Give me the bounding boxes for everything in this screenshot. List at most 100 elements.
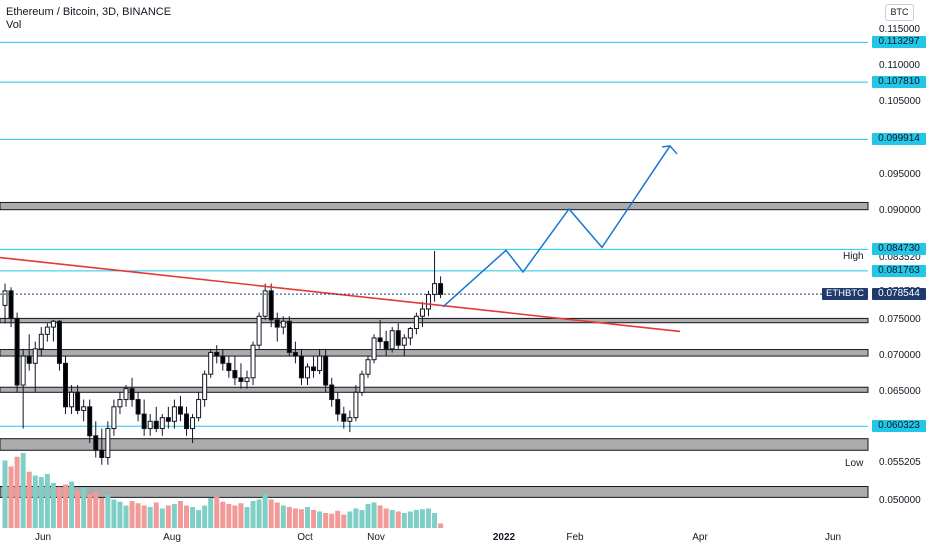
candle-body xyxy=(93,435,99,451)
candle-body xyxy=(165,417,171,422)
candle-body xyxy=(129,388,135,401)
candle-body xyxy=(214,351,220,357)
volume-bar xyxy=(117,501,123,528)
horizontal-levels xyxy=(0,41,868,427)
candle-body xyxy=(438,283,444,295)
volume-bar xyxy=(202,505,208,528)
volume-bar xyxy=(438,523,444,528)
candle-body xyxy=(105,428,111,459)
candle-body xyxy=(141,413,147,430)
candle-body xyxy=(99,449,105,459)
symbol-title[interactable]: Ethereum / Bitcoin, 3D, BINANCE xyxy=(6,6,172,18)
candle-body xyxy=(63,362,68,408)
volume-bar xyxy=(244,507,250,528)
volume-bar xyxy=(238,503,244,528)
candle-body xyxy=(347,417,353,422)
volume-bar xyxy=(426,508,431,528)
time-tick-label: 2022 xyxy=(492,532,516,543)
volume-bar xyxy=(268,499,274,528)
zone-rect xyxy=(0,438,869,451)
volume-bar xyxy=(407,511,413,528)
level-price-tag: 0.107810 xyxy=(872,76,926,88)
price-tick-label: 0.055205 xyxy=(879,457,921,468)
projection-arrow-head xyxy=(661,145,678,155)
volume-bar xyxy=(135,503,141,528)
currency-button[interactable]: BTC xyxy=(885,4,914,21)
volume-bar xyxy=(147,507,153,528)
zone-rect xyxy=(0,486,869,498)
volume-bar xyxy=(274,502,280,528)
volume-bar xyxy=(432,513,438,528)
time-tick-label: Oct xyxy=(297,532,313,543)
candle-body xyxy=(123,388,129,401)
candle-body xyxy=(75,391,81,411)
candle-body xyxy=(8,290,14,319)
volume-bar xyxy=(305,507,310,528)
time-tick-label: Apr xyxy=(692,532,708,543)
candle-body xyxy=(69,391,75,408)
candle-body xyxy=(419,308,425,317)
volume-bar xyxy=(323,513,329,528)
price-tick-label: 0.075000 xyxy=(879,314,921,325)
volume-bar xyxy=(99,498,105,528)
candle-body xyxy=(44,326,50,335)
zone-rect xyxy=(0,386,869,393)
candle-body xyxy=(159,417,165,430)
volume-bar xyxy=(75,490,81,528)
volume-histogram xyxy=(2,453,444,528)
volume-bar xyxy=(63,484,68,528)
volume-bar xyxy=(311,510,317,528)
volume-bar xyxy=(129,501,135,528)
candle-body xyxy=(117,399,123,408)
candle-body xyxy=(38,333,44,350)
candle-body xyxy=(353,391,359,419)
volume-bar xyxy=(165,505,171,528)
volume-bar xyxy=(383,508,389,528)
volume-bar xyxy=(123,505,129,528)
current-symbol-tag: ETHBTC xyxy=(822,288,868,300)
candle-body xyxy=(383,341,389,350)
candle-body xyxy=(286,320,292,353)
candle-body xyxy=(220,355,226,364)
volume-bar xyxy=(220,501,226,528)
price-tick-label: 0.070000 xyxy=(879,350,921,361)
zone-rect xyxy=(0,201,869,211)
volume-bar xyxy=(2,460,8,528)
volume-indicator-label[interactable]: Vol xyxy=(6,19,22,31)
price-tick-label: 0.065000 xyxy=(879,386,921,397)
candlesticks xyxy=(2,251,444,465)
level-price-tag: 0.113297 xyxy=(872,36,926,48)
volume-bar xyxy=(401,513,407,528)
volume-bar xyxy=(329,513,335,528)
level-price-tag: 0.084730 xyxy=(872,243,926,255)
price-tick-label: 0.090000 xyxy=(879,205,921,216)
candle-body xyxy=(56,320,62,364)
volume-bar xyxy=(196,510,202,528)
volume-bar xyxy=(365,504,371,528)
volume-bar xyxy=(105,495,111,528)
volume-bar xyxy=(81,487,87,528)
candle-body xyxy=(32,348,38,364)
candle-body xyxy=(377,337,383,343)
volume-bar xyxy=(335,510,341,528)
candle-body xyxy=(147,420,153,430)
volume-bar xyxy=(69,481,75,528)
chart-legend: Ethereum / Bitcoin, 3D, BINANCE Vol xyxy=(6,6,171,32)
volume-bar xyxy=(171,504,177,528)
candle-body xyxy=(268,290,274,321)
zone-rect xyxy=(0,317,869,324)
candle-body xyxy=(341,413,347,422)
volume-bar xyxy=(20,453,26,528)
volume-bar xyxy=(50,483,56,528)
volume-bar xyxy=(232,505,238,528)
volume-bar xyxy=(26,471,32,528)
volume-bar xyxy=(256,499,262,528)
candle-body xyxy=(81,406,87,411)
volume-bar xyxy=(359,510,365,528)
volume-bar xyxy=(226,504,232,528)
volume-bar xyxy=(353,508,359,528)
volume-bar xyxy=(413,510,419,528)
volume-bar xyxy=(317,511,323,528)
candle-body xyxy=(184,413,189,430)
